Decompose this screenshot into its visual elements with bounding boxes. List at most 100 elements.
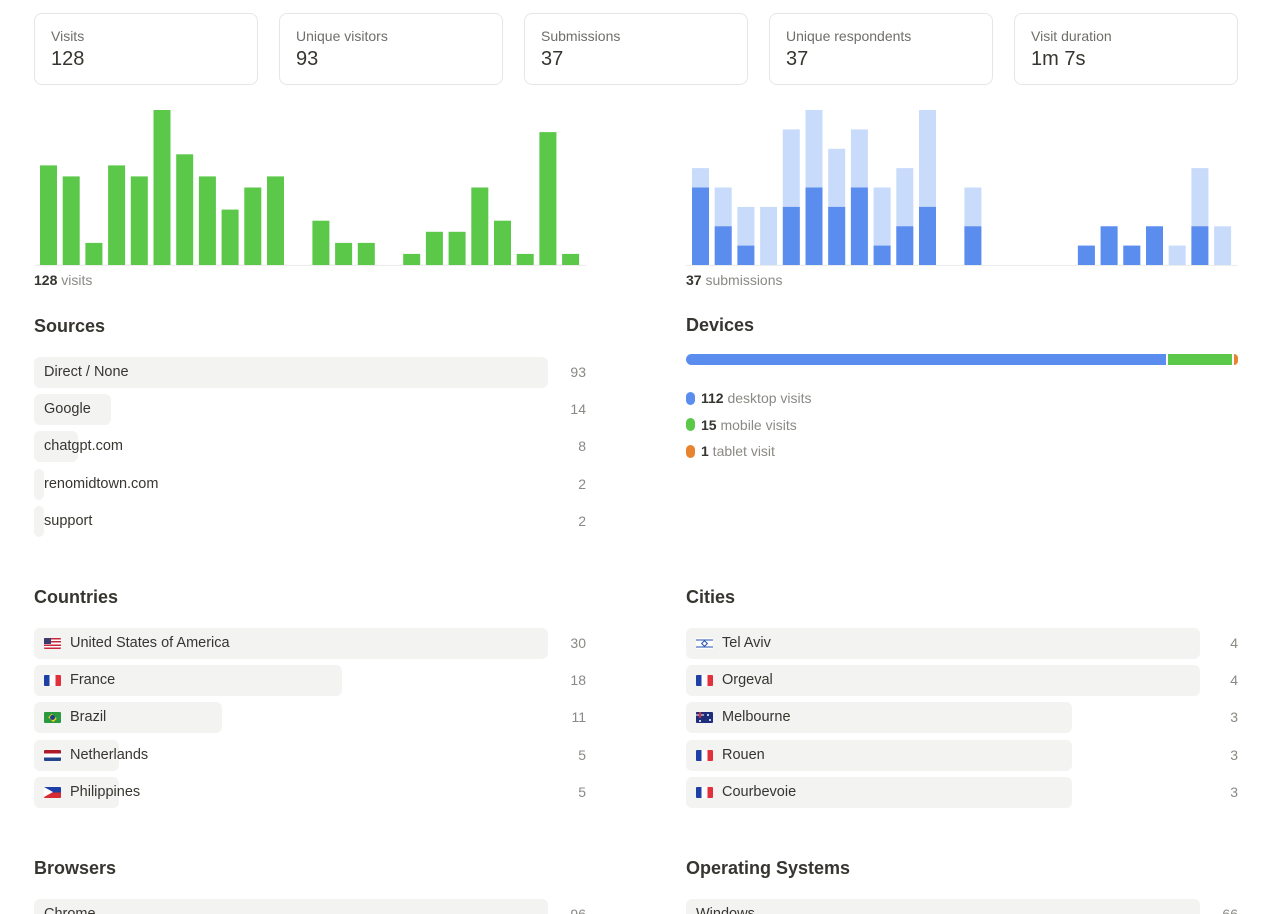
visits-bar[interactable] [357,242,375,265]
visits-bar[interactable] [403,253,421,265]
submissions-bar-primary[interactable] [1146,226,1163,266]
visits-bar[interactable] [40,165,57,265]
visits-bar[interactable] [562,253,580,265]
device-legend-item: 15 mobile visits [686,412,812,439]
city-row[interactable]: Courbevoie 3 [686,776,1238,808]
device-legend-text: 112 desktop visits [701,390,812,406]
country-count: 11 [571,709,586,726]
submissions-bar-primary[interactable] [1077,245,1095,265]
visits-bar[interactable] [539,132,557,265]
submissions-bar-primary[interactable] [1191,226,1209,266]
device-legend-item: 1 tablet visit [686,438,812,465]
country-row[interactable]: France 18 [34,665,586,697]
stat-label: Unique visitors [296,28,388,44]
country-label: Netherlands [44,740,148,771]
visits-bar[interactable] [425,231,443,265]
submissions-bar-primary[interactable] [964,226,982,266]
source-row[interactable]: Direct / None 93 [34,357,586,388]
city-row[interactable]: Orgeval 4 [686,665,1238,697]
submissions-bar-primary[interactable] [1100,226,1118,266]
country-row[interactable]: United States of America 30 [34,628,586,659]
source-bar [34,505,45,537]
city-label-text: Melbourne [722,709,791,726]
source-row[interactable]: Google 14 [34,394,586,426]
device-segment[interactable] [1233,354,1238,365]
country-row[interactable]: Netherlands 5 [34,739,586,771]
visits-bar[interactable] [516,253,534,265]
visits-bar[interactable] [221,209,239,265]
source-row[interactable]: chatgpt.com 8 [34,431,586,463]
source-count: 93 [570,364,586,380]
city-row[interactable]: Rouen 3 [686,739,1238,771]
source-label: chatgpt.com [44,431,123,462]
stat-card-unique-visitors: Unique visitors 93 [279,13,503,85]
city-count: 4 [1230,635,1238,651]
legend-dot-icon [686,444,695,458]
device-segment[interactable] [686,354,1166,365]
visits-bar[interactable] [471,187,489,266]
stat-label: Visit duration [1031,28,1112,44]
country-row[interactable]: Brazil 11 [34,702,586,734]
city-label: Tel Aviv [696,628,771,659]
source-count: 14 [570,401,586,418]
submissions-bar-total[interactable] [760,206,778,265]
visits-bar[interactable] [62,176,80,265]
submissions-bar-primary[interactable] [873,245,891,265]
os-row[interactable]: Windows 66 [686,899,1238,914]
city-label-text: Courbevoie [722,783,797,800]
submissions-bar-primary[interactable] [782,206,800,265]
us-flag-icon [44,638,61,649]
submissions-bar-primary[interactable] [850,187,868,266]
city-row[interactable]: Melbourne 3 [686,702,1238,734]
visits-bar[interactable] [244,187,262,266]
countries-title: Countries [34,587,119,607]
browser-row[interactable]: Chrome 96 [34,899,586,914]
city-label: Melbourne [696,702,791,733]
visits-bar[interactable] [448,231,466,265]
country-bar [34,628,548,659]
city-bar [686,776,1072,808]
cities-list: Tel Aviv 4 Orgeval 4 Melbourne 3 Rouen 3 Courbev… [686,628,1238,814]
visits-bar[interactable] [85,242,103,265]
visits-bar[interactable] [130,176,148,265]
os-title: Operating Systems [686,858,851,878]
visits-bar[interactable] [176,154,194,265]
source-row[interactable]: support 2 [34,505,586,537]
country-label-text: United States of America [70,635,230,651]
stat-card-submissions: Submissions 37 [524,13,748,85]
visits-bar[interactable] [494,220,511,265]
visits-bar[interactable] [267,176,284,265]
submissions-bar-total[interactable] [1214,226,1232,266]
city-row[interactable]: Tel Aviv 4 [686,628,1238,659]
device-label: mobile visits [716,416,797,433]
submissions-bar-primary[interactable] [805,187,823,266]
city-bar [686,702,1072,734]
source-label: support [44,506,92,537]
submissions-bar-primary[interactable] [737,245,755,265]
country-label: United States of America [44,628,230,659]
browsers-list: Chrome 96 [34,899,586,914]
submissions-bar-primary[interactable] [828,206,846,265]
submissions-bar-primary[interactable] [896,226,914,266]
visits-bar[interactable] [198,176,216,265]
visits-bar[interactable] [153,110,171,265]
fr-flag-icon [696,749,713,761]
submissions-bar-primary[interactable] [1123,245,1141,265]
fr-flag-icon [44,675,61,687]
submissions-bar-primary[interactable] [919,206,936,265]
device-segment[interactable] [1167,354,1232,365]
submissions-bar-total[interactable] [1168,245,1186,265]
country-count: 18 [570,672,586,689]
source-row[interactable]: renomidtown.com 2 [34,468,586,500]
country-count: 5 [578,783,586,800]
country-label: Brazil [44,702,106,733]
visits-bar[interactable] [335,242,353,265]
submissions-caption-count: 37 [686,272,702,288]
visits-bar[interactable] [108,165,126,265]
country-row[interactable]: Philippines 5 [34,776,586,808]
submissions-bar-primary[interactable] [714,226,732,266]
device-label: tablet visit [708,443,775,460]
visits-bar[interactable] [312,220,330,265]
submissions-bar-primary[interactable] [692,187,709,266]
os-label: Windows [696,899,755,914]
